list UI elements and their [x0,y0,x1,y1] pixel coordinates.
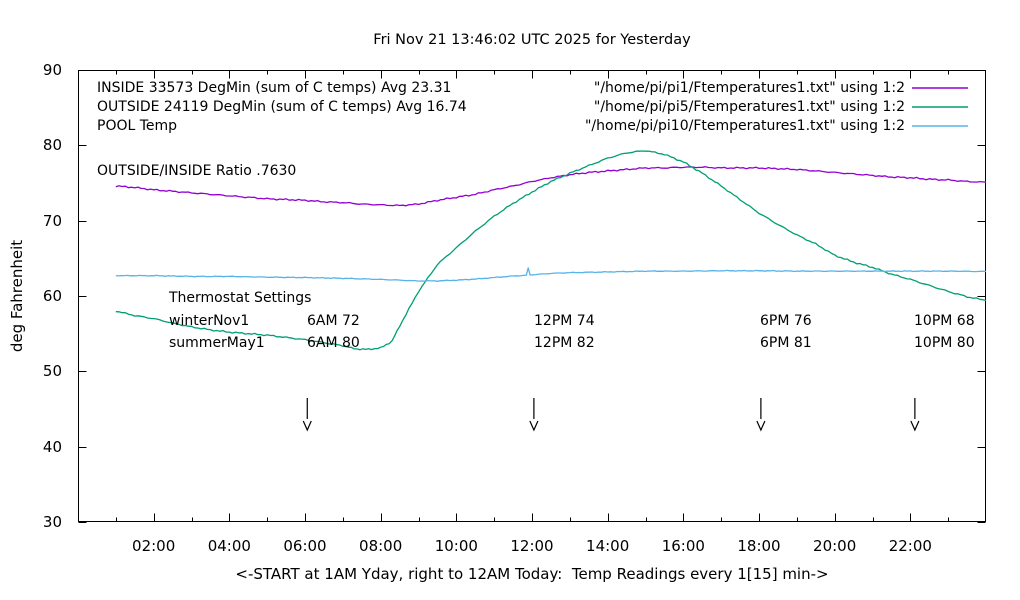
thermostat-summer-6am: 6AM 80 [307,335,360,351]
legend-row-outside: OUTSIDE 24119 DegMin (sum of C temps) Av… [0,100,1020,115]
x-tick-label: 12:00 [510,537,554,555]
series-line-outside [115,150,987,351]
x-tick-label: 16:00 [661,537,705,555]
legend-row-pool: POOL Temp "/home/pi/pi10/Ftemperatures1.… [0,119,1020,134]
thermostat-heading: Thermostat Settings [169,290,312,306]
y-tick-label: 40 [42,437,62,456]
thermostat-summer-12pm: 12PM 82 [534,335,595,351]
marker-arrow-head-icon [529,420,539,432]
y-tick-label: 60 [42,287,62,305]
x-tick-label: 08:00 [359,537,403,555]
marker-arrow-head-icon [756,420,766,432]
x-tick-label: 02:00 [132,537,176,555]
thermostat-winter-6pm: 6PM 76 [760,313,812,329]
legend-file-inside: "/home/pi/pi1/Ftemperatures1.txt" using … [593,80,905,96]
y-tick-label: 70 [42,211,62,230]
y-tick-label: 80 [42,136,62,155]
legend-label-pool: POOL Temp [97,118,178,134]
thermostat-summer-10pm: 10PM 80 [914,335,975,351]
chart-title: Fri Nov 21 13:46:02 UTC 2025 for Yesterd… [373,32,691,48]
x-tick-label: 20:00 [813,537,857,555]
legend-label-inside: INSIDE 33573 DegMin (sum of C temps) Avg… [97,80,452,96]
legend-file-pool: "/home/pi/pi10/Ftemperatures1.txt" using… [584,118,905,134]
x-tick-label: 10:00 [434,537,478,555]
legend-label-outside: OUTSIDE 24119 DegMin (sum of C temps) Av… [97,99,467,115]
outside-inside-ratio: OUTSIDE/INSIDE Ratio .7630 [97,163,297,179]
marker-arrow-head-icon [302,420,312,432]
x-tick-label: 18:00 [737,537,781,555]
thermostat-summer-6pm: 6PM 81 [760,335,812,351]
thermostat-winter-10pm: 10PM 68 [914,313,975,329]
y-tick-label: 50 [42,362,62,381]
thermostat-winter-12pm: 12PM 74 [534,313,595,329]
x-tick-label: 22:00 [888,537,932,555]
series-line-inside [115,166,987,207]
x-axis-label: <-START at 1AM Yday, right to 12AM Today… [235,565,829,583]
x-tick-label: 14:00 [586,537,630,555]
marker-arrow-head-icon [910,420,920,432]
thermostat-winter-name: winterNov1 [169,313,250,329]
thermostat-winter-6am: 6AM 72 [307,313,360,329]
x-tick-label: 04:00 [207,537,251,555]
y-tick-label: 30 [42,513,62,531]
legend-file-outside: "/home/pi/pi5/Ftemperatures1.txt" using … [593,99,905,115]
legend-row-inside: INSIDE 33573 DegMin (sum of C temps) Avg… [0,81,1020,96]
series-line-pool [115,267,987,282]
y-tick-label: 90 [42,61,62,79]
thermostat-summer-name: summerMay1 [169,335,265,351]
x-tick-label: 06:00 [283,537,327,555]
